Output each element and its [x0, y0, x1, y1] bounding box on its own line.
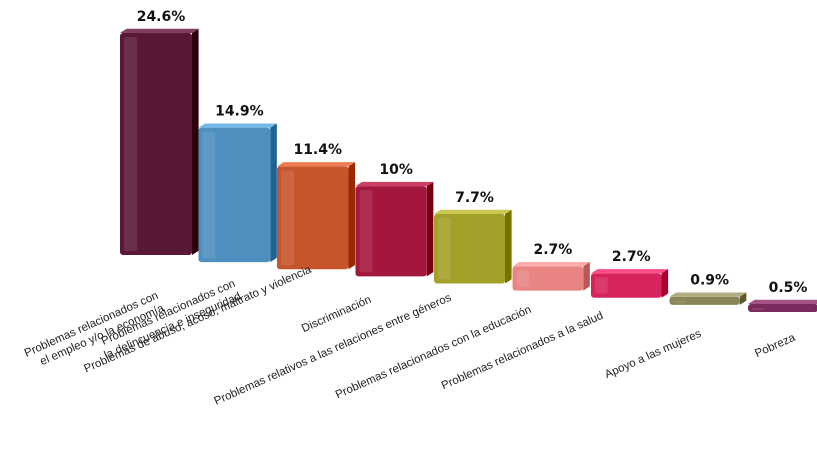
value-label: 2.7%: [533, 242, 572, 258]
value-label: 0.9%: [690, 273, 729, 289]
bar-front: [748, 304, 817, 312]
bar-side: [426, 181, 434, 277]
bar-highlight: [438, 218, 451, 280]
bar-side: [505, 209, 512, 284]
bar-front: [669, 296, 740, 305]
bar-front: [434, 214, 505, 284]
bar-8: [669, 292, 747, 305]
bar-4: [355, 181, 434, 277]
value-label: 24.6%: [137, 9, 186, 25]
bar-top: [355, 181, 434, 187]
bar-top: [120, 28, 199, 33]
value-label: 0.5%: [769, 280, 808, 296]
bar-front: [198, 127, 271, 263]
bar-6: [512, 262, 590, 291]
bar-side: [583, 262, 590, 291]
bar-3: [277, 162, 356, 270]
bar-highlight: [281, 170, 294, 266]
bar-front: [512, 266, 584, 291]
bar-highlight: [202, 131, 216, 259]
bar-7: [591, 269, 669, 298]
value-label: 14.9%: [215, 103, 264, 119]
bar-highlight: [595, 277, 608, 294]
bar-highlight: [124, 37, 137, 251]
bar-side: [739, 292, 747, 305]
bar-front: [277, 166, 349, 270]
bar-front: [591, 273, 662, 298]
bar-9: [748, 299, 817, 312]
bar-side: [192, 28, 199, 255]
category-label: Pobreza: [753, 332, 798, 361]
bar-top: [591, 269, 669, 274]
bar-front: [120, 33, 192, 255]
bar-front: [355, 186, 427, 277]
bar-highlight: [752, 308, 765, 310]
bar-side: [270, 123, 277, 263]
bar-highlight: [673, 300, 687, 303]
bar-side: [348, 162, 356, 270]
bar-highlight: [516, 270, 530, 287]
bar-top: [748, 299, 817, 304]
bar-top: [277, 162, 356, 167]
bar-top: [434, 209, 512, 215]
value-label: 2.7%: [612, 249, 651, 265]
category-labels-layer: Problemas relacionados conel empleo y/o …: [23, 264, 798, 408]
bar-highlight: [359, 190, 373, 273]
bar-top: [198, 123, 277, 128]
value-labels-layer: 24.6% 14.9% 11.4% 10% 7.7% 2.7% 2.7% 0.9% 0.5%: [137, 9, 808, 296]
category-label: Problemas relacionados a la salud: [440, 310, 605, 392]
bar-side: [661, 269, 669, 298]
bar-2: [198, 123, 277, 263]
bar-top: [669, 292, 747, 297]
bars-layer: [120, 28, 817, 312]
bar-1: [120, 28, 199, 255]
bar-5: [434, 209, 512, 284]
category-label: Apoyo a las mujeres: [603, 328, 703, 381]
value-label: 7.7%: [455, 190, 494, 206]
value-label: 10%: [379, 162, 413, 178]
bar-top: [512, 262, 590, 267]
value-label: 11.4%: [293, 142, 342, 158]
category-label: Discriminación: [300, 294, 373, 335]
